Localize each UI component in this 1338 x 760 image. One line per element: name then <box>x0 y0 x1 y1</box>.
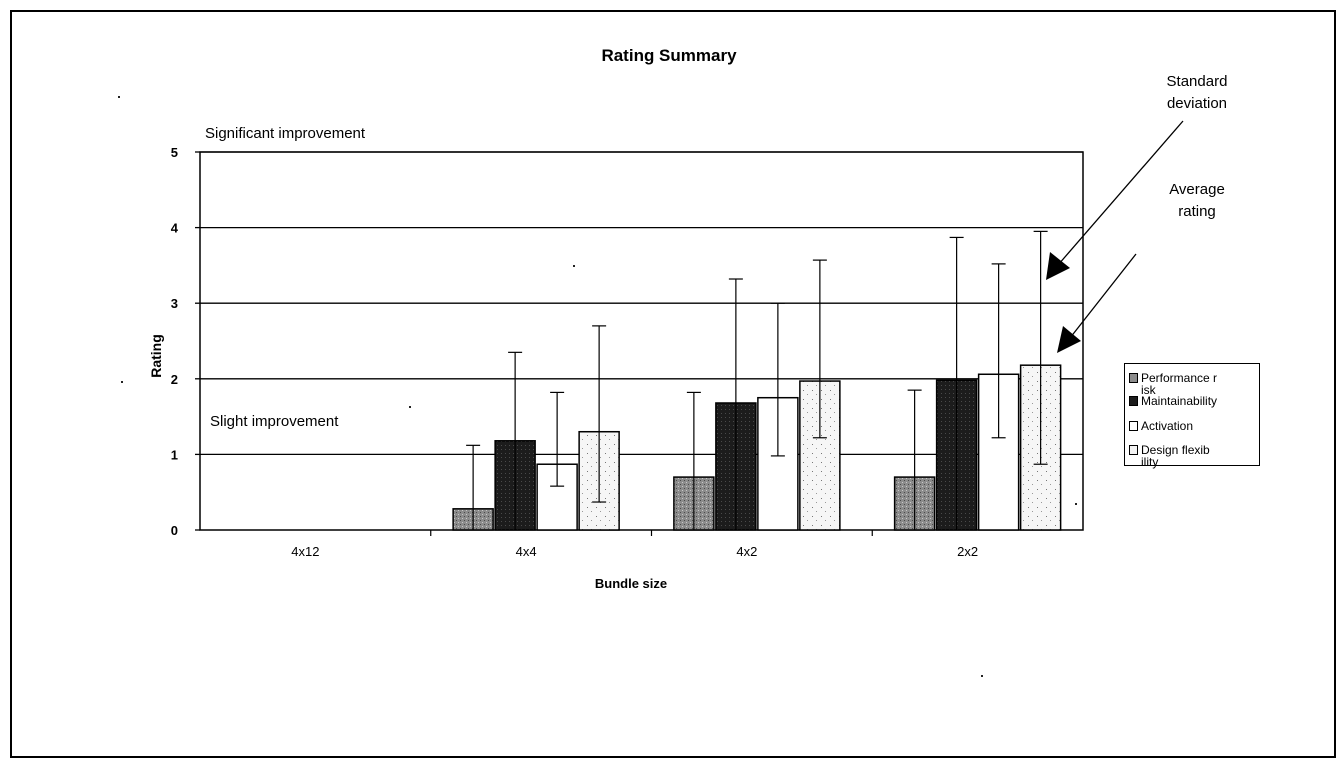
legend-swatch-activation <box>1129 421 1138 431</box>
legend-swatch-maintainability <box>1129 396 1138 406</box>
annotation-std-dev-line2: deviation <box>1167 95 1227 112</box>
annotation-avg-rating-line2: rating <box>1178 203 1216 220</box>
x-tick-label: 4x12 <box>291 544 319 559</box>
legend-swatch-performance-risk <box>1129 373 1138 383</box>
scan-speck <box>118 96 120 98</box>
annotation-slight: Slight improvement <box>210 413 339 430</box>
y-axis-label: Rating <box>148 334 164 378</box>
legend: Performance risk Maintainability Activat… <box>1124 363 1260 468</box>
x-axis-label: Bundle size <box>595 576 667 591</box>
scan-speck <box>573 265 575 267</box>
x-tick-label: 2x2 <box>957 544 978 559</box>
scan-speck <box>121 381 123 383</box>
annotation-significant: Significant improvement <box>205 125 366 142</box>
avg-rating-arrow <box>1057 253 1137 353</box>
legend-item-maintainability: Maintainability <box>1129 395 1221 407</box>
chart-title: Rating Summary <box>601 46 737 65</box>
legend-label: Performance risk <box>1141 371 1218 397</box>
scan-speck <box>1075 503 1077 505</box>
legend-label: Maintainability <box>1141 394 1218 408</box>
y-tick-label: 3 <box>171 296 178 311</box>
x-tick-label: 4x4 <box>516 544 537 559</box>
y-tick-label: 0 <box>171 523 178 538</box>
x-tick-label: 4x2 <box>736 544 757 559</box>
std-dev-arrow <box>1046 120 1184 280</box>
annotation-std-dev-line1: Standard <box>1167 73 1228 90</box>
legend-item-design-flexibility: Design flexibility <box>1129 444 1211 468</box>
chart-frame <box>10 10 1336 758</box>
scan-speck <box>409 406 411 408</box>
y-tick-label: 2 <box>171 372 178 387</box>
legend-swatch-design-flexibility <box>1129 445 1138 455</box>
legend-label: Design flexibility <box>1141 443 1210 469</box>
scan-speck <box>981 675 983 677</box>
legend-item-performance-risk: Performance risk <box>1129 372 1219 396</box>
annotation-avg-rating-line1: Average <box>1169 181 1225 198</box>
y-tick-label: 1 <box>171 447 178 462</box>
y-tick-label: 5 <box>171 145 178 160</box>
y-tick-label: 4 <box>171 221 179 236</box>
legend-item-activation: Activation <box>1129 420 1201 432</box>
legend-label: Activation <box>1141 419 1194 433</box>
plot-area: 0 1 2 3 4 5 4x12 4x4 4x2 2x2 <box>171 145 1084 559</box>
